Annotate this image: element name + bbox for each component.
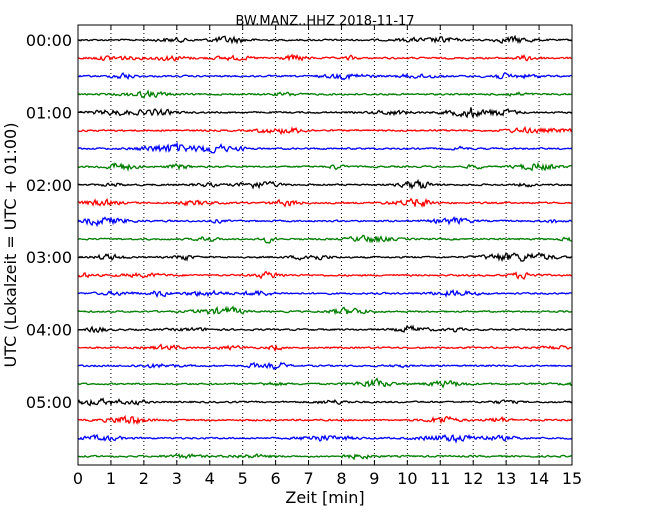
y-tick-label: 04:00 (26, 321, 72, 340)
trace-line (77, 234, 573, 244)
x-axis-label: Zeit [min] (285, 488, 364, 507)
x-tick-label: 8 (336, 469, 346, 488)
trace-line (77, 53, 573, 62)
x-tick-label: 12 (463, 469, 483, 488)
x-tick-label: 6 (271, 469, 281, 488)
x-tick-label: 0 (73, 469, 83, 488)
trace-line (77, 71, 573, 81)
x-tick-label: 7 (303, 469, 313, 488)
trace-line (77, 305, 573, 316)
trace-line (77, 197, 573, 208)
trace-line (77, 178, 573, 190)
x-tick-label: 1 (106, 469, 116, 488)
trace-line (77, 377, 573, 389)
trace-line (77, 126, 573, 136)
x-tick-label: 15 (562, 469, 582, 488)
plot-frame (77, 24, 573, 466)
y-axis-ticks: 00:00 01:00 02:00 03:00 04:00 05:00 (26, 31, 572, 412)
y-tick-label: 01:00 (26, 103, 72, 122)
trace-line (77, 453, 573, 461)
x-tick-label: 2 (139, 469, 149, 488)
x-tick-label: 11 (430, 469, 450, 488)
x-tick-label: 10 (397, 469, 417, 488)
trace-line (77, 251, 573, 263)
x-tick-label: 9 (369, 469, 379, 488)
trace-line (77, 141, 573, 154)
y-axis-label: UTC (Lokalzeit = UTC + 01:00) (1, 123, 20, 368)
x-tick-label: 3 (172, 469, 182, 488)
x-tick-label: 13 (496, 469, 516, 488)
chart-title: BW.MANZ..HHZ 2018-11-17 (235, 14, 414, 29)
trace-line (77, 34, 573, 45)
vertical-grid (110, 25, 540, 465)
y-tick-label: 00:00 (26, 31, 72, 50)
x-tick-label: 4 (205, 469, 215, 488)
y-tick-label: 02:00 (26, 176, 72, 195)
trace-line (77, 89, 573, 99)
x-tick-label: 5 (238, 469, 248, 488)
trace-line (77, 107, 573, 119)
trace-line (77, 433, 573, 444)
trace-line (77, 215, 573, 228)
trace-group (77, 34, 573, 461)
x-tick-label: 14 (529, 469, 549, 488)
trace-line (77, 289, 573, 298)
trace-line (77, 270, 573, 281)
y-tick-label: 05:00 (26, 393, 72, 412)
y-tick-label: 03:00 (26, 248, 72, 267)
x-axis-ticks: 0 1 2 3 4 5 6 7 8 9 10 11 12 13 14 15 (73, 25, 582, 488)
trace-line (77, 414, 573, 425)
trace-line (77, 161, 573, 172)
trace-line (77, 343, 573, 353)
trace-line (77, 361, 573, 371)
trace-line (77, 397, 573, 407)
trace-line (77, 324, 573, 334)
